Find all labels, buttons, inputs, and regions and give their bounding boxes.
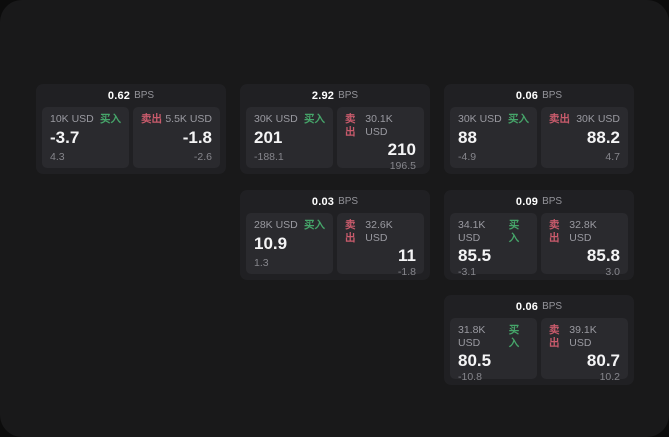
bps-value: 0.62	[107, 89, 131, 102]
quote-card-3: 0.06 BPS 30K USD 买入 88 -4.9 卖出 30K USD 8…	[444, 84, 634, 174]
buy-price: 88	[458, 127, 477, 147]
sell-price: 88.2	[586, 127, 620, 147]
sell-price: 85.8	[586, 246, 620, 266]
quote-panels: 34.1K USD 买入 85.5 -3.1 卖出 32.8K USD 85.8…	[450, 213, 628, 278]
buy-amount: 34.1K USD	[458, 219, 486, 244]
buy-label: 买入	[508, 219, 520, 244]
buy-price: 85.5	[458, 246, 492, 266]
sell-amount: 30K USD	[576, 113, 620, 125]
buy-price: 201	[254, 127, 283, 147]
bps-header: 2.92 BPS	[246, 84, 424, 107]
sell-panel[interactable]: 卖出 39.1K USD 80.7 10.2	[541, 318, 628, 383]
buy-label: 买入	[508, 324, 520, 349]
buy-secondary-value: 1.3	[254, 257, 269, 269]
quote-panels: 10K USD 买入 -3.7 4.3 卖出 5.5K USD -1.8 -2.…	[42, 107, 220, 168]
sell-price: -1.8	[182, 127, 212, 147]
buy-secondary-value: -4.9	[458, 151, 477, 163]
sell-secondary-value: -2.6	[193, 151, 212, 163]
sell-label: 卖出	[549, 324, 560, 349]
bps-header: 0.09 BPS	[450, 190, 628, 213]
sell-secondary-value: 4.7	[605, 151, 620, 163]
buy-price: -3.7	[50, 127, 80, 147]
quote-panels: 30K USD 买入 88 -4.9 卖出 30K USD 88.2 4.7	[450, 107, 628, 168]
bps-unit-label: BPS	[134, 90, 155, 101]
buy-price: 10.9	[254, 233, 288, 253]
buy-secondary-value: -188.1	[254, 151, 284, 163]
bps-value: 0.06	[515, 300, 539, 313]
quote-card-6: 0.06 BPS 31.8K USD 买入 80.5 -10.8 卖出 39.1…	[444, 295, 634, 385]
bps-header: 0.03 BPS	[246, 190, 424, 213]
buy-label: 买入	[508, 113, 529, 125]
quote-card-1: 0.62 BPS 10K USD 买入 -3.7 4.3 卖出 5.5K USD…	[36, 84, 226, 174]
quote-panels: 31.8K USD 买入 80.5 -10.8 卖出 39.1K USD 80.…	[450, 318, 628, 383]
bps-value: 0.09	[515, 195, 539, 208]
sell-secondary-value: 10.2	[599, 370, 620, 383]
bps-unit-label: BPS	[542, 301, 563, 312]
buy-panel[interactable]: 28K USD 买入 10.9 1.3	[246, 213, 333, 274]
sell-panel[interactable]: 卖出 5.5K USD -1.8 -2.6	[133, 107, 220, 168]
buy-amount: 28K USD	[254, 219, 298, 231]
sell-panel[interactable]: 卖出 30K USD 88.2 4.7	[541, 107, 628, 168]
buy-amount: 10K USD	[50, 113, 94, 125]
buy-label: 买入	[304, 219, 325, 231]
sell-secondary-value: -1.8	[397, 265, 416, 278]
buy-secondary-value: -3.1	[458, 265, 477, 278]
buy-panel[interactable]: 30K USD 买入 88 -4.9	[450, 107, 537, 168]
quote-panels: 30K USD 买入 201 -188.1 卖出 30.1K USD 210 1…	[246, 107, 424, 172]
bps-header: 0.62 BPS	[42, 84, 220, 107]
sell-label: 卖出	[549, 219, 560, 244]
bps-header: 0.06 BPS	[450, 295, 628, 318]
bps-value: 2.92	[311, 89, 335, 102]
sell-price: 210	[387, 140, 416, 160]
bps-value: 0.03	[311, 195, 335, 208]
buy-label: 买入	[304, 113, 325, 125]
bps-unit-label: BPS	[542, 90, 563, 101]
quote-card-4: 0.03 BPS 28K USD 买入 10.9 1.3 卖出 32.6K US…	[240, 190, 430, 280]
bps-unit-label: BPS	[338, 90, 359, 101]
buy-amount: 30K USD	[254, 113, 298, 125]
buy-panel[interactable]: 30K USD 买入 201 -188.1	[246, 107, 333, 168]
buy-secondary-value: 4.3	[50, 151, 65, 163]
buy-amount: 31.8K USD	[458, 324, 486, 349]
bps-value: 0.06	[515, 89, 539, 102]
bps-unit-label: BPS	[542, 196, 563, 207]
sell-secondary-value: 196.5	[389, 159, 416, 172]
sell-label: 卖出	[141, 113, 162, 125]
sell-secondary-value: 3.0	[605, 265, 620, 278]
sell-amount: 32.6K USD	[365, 219, 393, 244]
quote-panels: 28K USD 买入 10.9 1.3 卖出 32.6K USD 11 -1.8	[246, 213, 424, 278]
sell-amount: 39.1K USD	[569, 324, 597, 349]
buy-panel[interactable]: 10K USD 买入 -3.7 4.3	[42, 107, 129, 168]
sell-price: 80.7	[586, 351, 620, 371]
buy-secondary-value: -10.8	[458, 370, 482, 383]
quote-card-5: 0.09 BPS 34.1K USD 买入 85.5 -3.1 卖出 32.8K…	[444, 190, 634, 280]
buy-price: 80.5	[458, 351, 492, 371]
sell-label: 卖出	[345, 219, 356, 244]
sell-amount: 5.5K USD	[165, 113, 212, 125]
sell-label: 卖出	[345, 113, 356, 138]
sell-amount: 30.1K USD	[365, 113, 393, 138]
sell-amount: 32.8K USD	[569, 219, 597, 244]
bps-unit-label: BPS	[338, 196, 359, 207]
buy-amount: 30K USD	[458, 113, 502, 125]
sell-price: 11	[398, 246, 416, 266]
sell-label: 卖出	[549, 113, 570, 125]
buy-panel[interactable]: 31.8K USD 买入 80.5 -10.8	[450, 318, 537, 383]
sell-panel[interactable]: 卖出 32.8K USD 85.8 3.0	[541, 213, 628, 278]
bps-header: 0.06 BPS	[450, 84, 628, 107]
buy-label: 买入	[100, 113, 121, 125]
buy-panel[interactable]: 34.1K USD 买入 85.5 -3.1	[450, 213, 537, 278]
sell-panel[interactable]: 卖出 32.6K USD 11 -1.8	[337, 213, 424, 278]
sell-panel[interactable]: 卖出 30.1K USD 210 196.5	[337, 107, 424, 172]
quote-card-2: 2.92 BPS 30K USD 买入 201 -188.1 卖出 30.1K …	[240, 84, 430, 174]
